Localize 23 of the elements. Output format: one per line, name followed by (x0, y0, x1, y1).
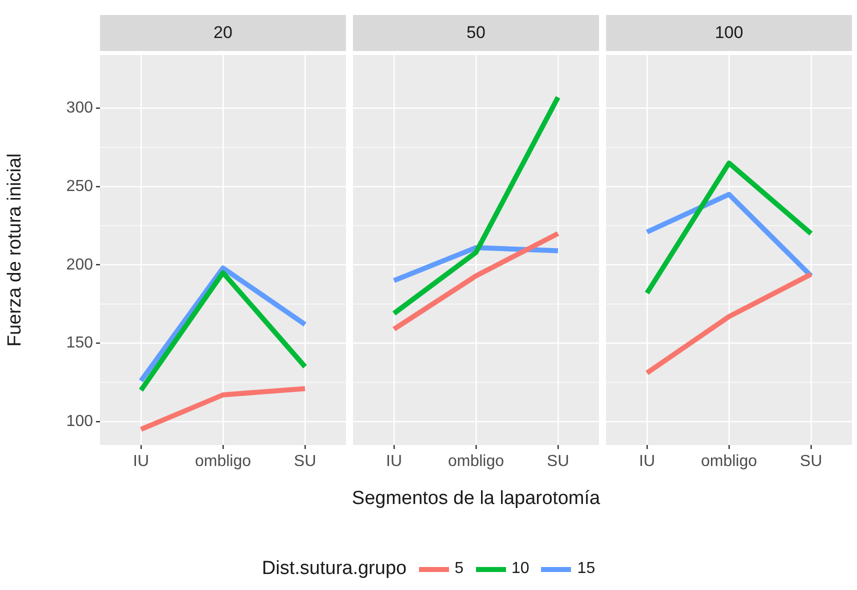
x-tick-label: SU (546, 453, 570, 470)
y-tick-label: 100 (66, 412, 94, 430)
y-tick-label: 200 (66, 256, 94, 274)
x-tick-label: ombligo (448, 453, 504, 470)
y-tick-label: 300 (66, 100, 94, 117)
legend-label: 15 (577, 560, 596, 578)
x-tick-label: IU (639, 453, 655, 470)
y-tick-label: 150 (66, 334, 94, 352)
x-tick-label: SU (800, 453, 822, 470)
legend-label: 5 (454, 560, 464, 578)
x-tick-label: ombligo (194, 453, 252, 470)
chart-title: 20 (100, 15, 346, 51)
x-tick-label: SU (294, 453, 316, 470)
chart-title: 100 (606, 15, 852, 51)
legend-title: Dist.sutura.grupo (262, 558, 407, 580)
x-tick-label: ombligo (700, 453, 758, 470)
x-axis-title: Segmentos de la laparotomía (352, 488, 600, 510)
x-tick-label: IU (133, 453, 149, 470)
chart-title: 50 (353, 15, 599, 51)
y-axis-title: Fuerza de rotura inicial (4, 153, 26, 347)
x-tick-label: IU (386, 453, 402, 470)
legend-label: 10 (512, 560, 530, 578)
y-tick-label: 250 (66, 178, 94, 195)
